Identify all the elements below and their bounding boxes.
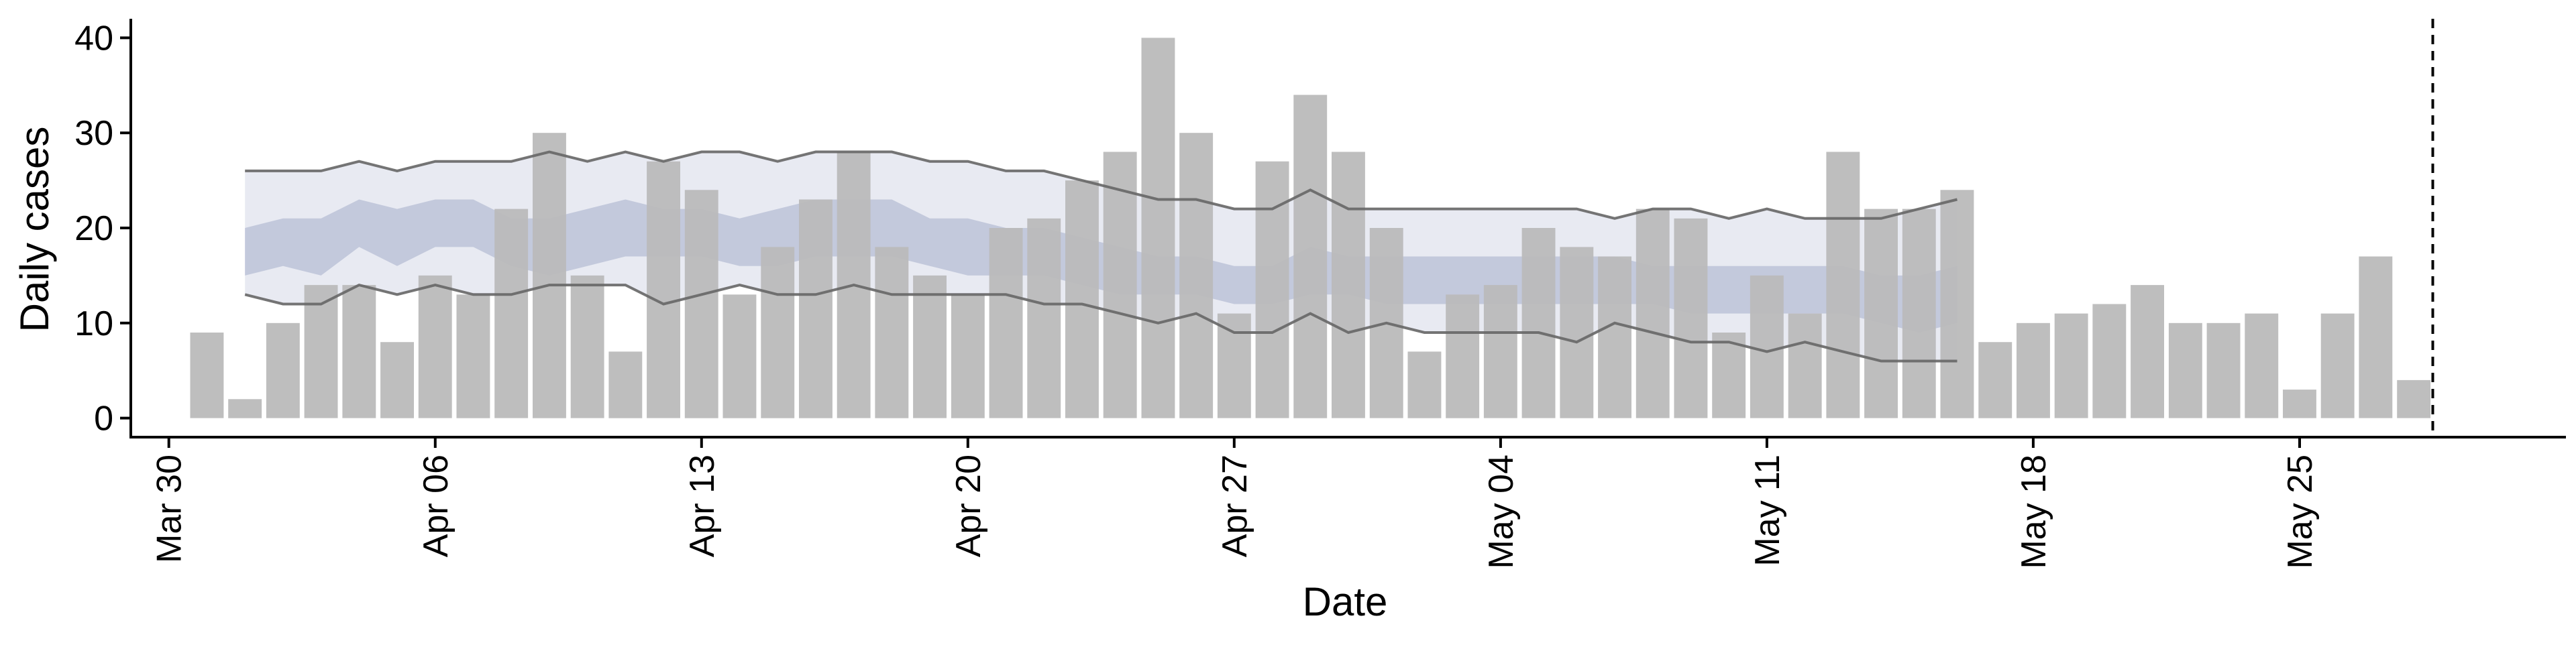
case-bar — [266, 322, 300, 418]
case-bar — [989, 228, 1023, 418]
case-bar — [1750, 275, 1784, 418]
case-bar — [533, 133, 566, 418]
case-bar — [190, 333, 224, 418]
x-tick-label: Apr 27 — [1216, 455, 1254, 557]
case-bar — [2397, 379, 2431, 418]
x-tick-label: May 11 — [1748, 455, 1787, 567]
case-bar — [304, 285, 338, 418]
case-bar — [1179, 133, 1214, 418]
case-bar — [1255, 161, 1289, 418]
case-bar — [1217, 313, 1251, 418]
case-bar — [722, 294, 757, 418]
case-bar — [1864, 209, 1898, 418]
case-bar — [647, 161, 680, 418]
case-bar — [1027, 218, 1061, 418]
case-bar — [1826, 152, 1860, 418]
x-tick-label: May 04 — [1482, 455, 1521, 569]
case-bar — [1940, 190, 1974, 418]
case-bar — [1598, 256, 1631, 418]
case-bar — [761, 247, 795, 418]
case-bar — [2054, 313, 2088, 418]
interval-bound-lines — [244, 19, 2434, 437]
y-tick-label: 40 — [74, 19, 113, 58]
case-bar — [913, 275, 947, 418]
case-bar — [456, 294, 490, 418]
case-bar — [684, 190, 718, 418]
case-bar — [875, 247, 909, 418]
case-bar — [1483, 285, 1517, 418]
upper-bound-line — [245, 150, 1957, 220]
case-bar — [2168, 322, 2202, 418]
y-tick-label: 10 — [74, 304, 113, 343]
y-axis-title: Daily cases — [12, 127, 57, 333]
case-bar — [2245, 313, 2279, 418]
case-bar — [1293, 95, 1328, 418]
case-bar — [2320, 313, 2355, 418]
case-bar — [1521, 228, 1556, 418]
case-bar — [1635, 209, 1670, 418]
x-tick-label: May 18 — [2015, 455, 2053, 569]
case-bar — [1446, 294, 1480, 418]
case-bar — [2092, 304, 2127, 418]
y-tick-label: 20 — [74, 209, 113, 248]
x-tick-label: Mar 30 — [150, 455, 189, 563]
case-bar — [2131, 285, 2164, 418]
lower-bound-line — [244, 283, 1957, 363]
case-bar — [418, 275, 452, 418]
case-bar — [1560, 247, 1594, 418]
case-bar — [1407, 351, 1442, 418]
case-bars — [190, 38, 2431, 418]
case-bar — [1141, 38, 1175, 418]
case-bar — [380, 342, 414, 418]
x-axis-title: Date — [1303, 579, 1388, 624]
case-bar — [1065, 180, 1099, 418]
y-tick-label: 0 — [94, 400, 113, 438]
case-bar — [228, 399, 262, 418]
case-bar — [1674, 218, 1708, 418]
case-bar — [1902, 209, 1936, 418]
case-bar — [1788, 313, 1822, 418]
case-bar — [2359, 256, 2393, 418]
case-bar — [2017, 322, 2050, 418]
case-bar — [1103, 152, 1137, 418]
x-tick-label: May 25 — [2281, 455, 2320, 569]
case-bar — [2283, 390, 2316, 418]
axes: 0 10 20 30 40 Mar 30 Apr 06 Apr 13 Apr 20 Apr 27 M… — [74, 19, 2566, 569]
x-tick-label: Apr 06 — [417, 455, 455, 557]
case-bar — [1978, 342, 2012, 418]
case-bar — [342, 285, 376, 418]
x-tick-label: Apr 13 — [683, 455, 722, 557]
case-bar — [951, 294, 985, 418]
case-bar — [608, 351, 643, 418]
case-bar — [799, 199, 833, 418]
case-bar — [2206, 322, 2241, 418]
case-bar — [1712, 333, 1746, 418]
case-bar — [494, 209, 529, 418]
case-bar — [1332, 152, 1365, 418]
x-tick-label: Apr 20 — [949, 455, 988, 557]
y-tick-label: 30 — [74, 114, 113, 153]
case-bar — [570, 275, 604, 418]
